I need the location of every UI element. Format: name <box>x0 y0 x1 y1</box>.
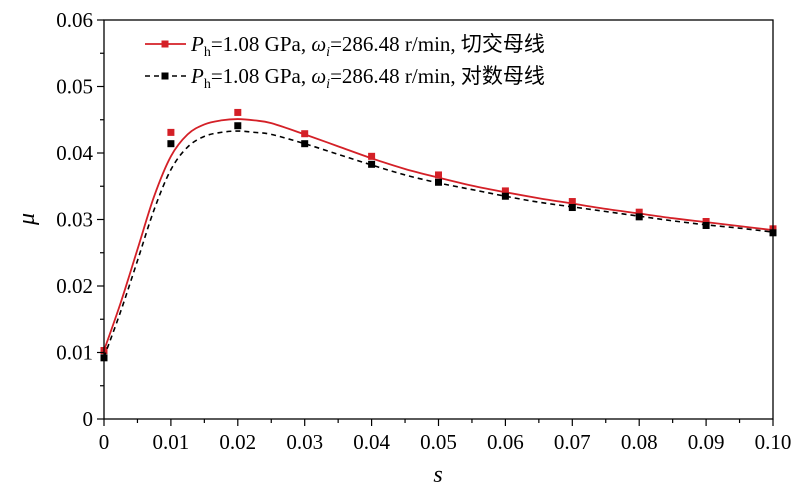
series-2-point <box>301 140 309 148</box>
x-axis-title: s <box>433 462 442 488</box>
y-tick-label: 0.05 <box>56 75 93 99</box>
y-tick-label: 0.01 <box>56 341 93 365</box>
series-2-point <box>501 192 509 200</box>
series-2-point <box>568 204 576 212</box>
legend: Ph=1.08 GPa, ωi=286.48 r/min, 切交母线 Ph=1.… <box>145 32 545 92</box>
x-tick-label: 0.06 <box>487 430 524 454</box>
series-1-point <box>702 217 710 225</box>
axis-ticks <box>97 19 774 426</box>
legend-entry-1: Ph=1.08 GPa, ωi=286.48 r/min, 切交母线 <box>145 32 545 60</box>
legend-entry-2: Ph=1.08 GPa, ωi=286.48 r/min, 对数母线 <box>145 64 545 92</box>
series-2-point <box>234 122 242 130</box>
legend-swatch-marker-1 <box>161 40 169 48</box>
x-tick-label: 0 <box>99 430 110 454</box>
legend-label-2: Ph=1.08 GPa, ωi=286.48 r/min, 对数母线 <box>190 64 545 92</box>
y-axis-title: μ <box>14 213 40 226</box>
x-tick-label: 0.10 <box>755 430 792 454</box>
legend-label-1: Ph=1.08 GPa, ωi=286.48 r/min, 切交母线 <box>190 32 545 60</box>
series-1-point <box>435 171 442 179</box>
x-tick-label: 0.09 <box>688 430 725 454</box>
series-1-point <box>635 208 643 216</box>
chart-marks <box>100 108 777 362</box>
y-tick-label: 0.02 <box>56 274 93 298</box>
x-tick-labels: 0 0.01 0.02 0.03 0.04 0.05 0.06 0.07 0.08 0.09 0.1… <box>99 430 792 454</box>
x-tick-label: 0.02 <box>219 430 256 454</box>
series-1-point <box>167 128 175 136</box>
series-2-point <box>635 213 643 221</box>
x-tick-label: 0.03 <box>286 430 323 454</box>
x-tick-label: 0.05 <box>420 430 457 454</box>
y-tick-labels: 0 0.01 0.02 0.03 0.04 0.05 0.06 <box>56 8 93 431</box>
series-2-point <box>167 140 175 148</box>
x-tick-label: 0.01 <box>153 430 190 454</box>
series-2-line <box>103 130 774 358</box>
series-1-point <box>501 187 509 195</box>
series-2-point <box>435 178 442 186</box>
y-tick-label: 0 <box>83 407 94 431</box>
y-tick-label: 0.03 <box>56 208 93 232</box>
y-tick-label: 0.04 <box>56 141 93 165</box>
series-2-point <box>702 221 710 229</box>
series-1-point <box>368 152 376 160</box>
series-1-point <box>234 108 242 116</box>
series-1-line <box>103 118 774 351</box>
legend-swatch-marker-2 <box>161 72 169 80</box>
series-1-point <box>568 198 576 206</box>
x-tick-label: 0.07 <box>554 430 591 454</box>
y-tick-label: 0.06 <box>56 8 93 32</box>
x-tick-label: 0.04 <box>353 430 390 454</box>
x-tick-label: 0.08 <box>621 430 658 454</box>
series-2-point <box>368 160 376 168</box>
series-1-point <box>301 130 309 138</box>
